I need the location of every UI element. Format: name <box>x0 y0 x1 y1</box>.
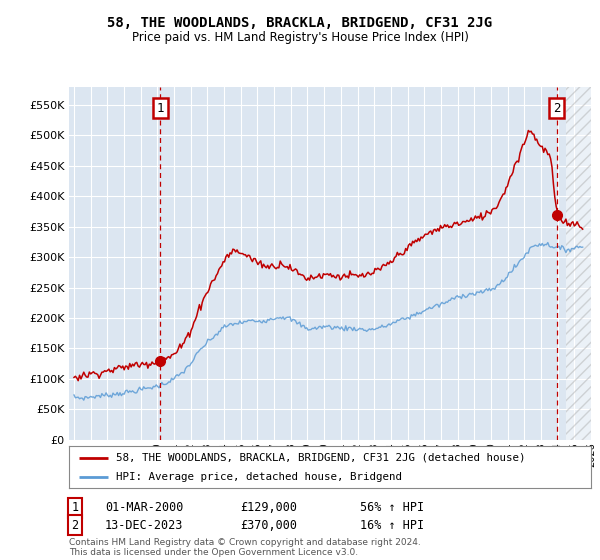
Text: 01-MAR-2000: 01-MAR-2000 <box>105 501 184 515</box>
Bar <box>566 87 591 440</box>
Text: 16% ↑ HPI: 16% ↑ HPI <box>360 519 424 532</box>
Text: Contains HM Land Registry data © Crown copyright and database right 2024.
This d: Contains HM Land Registry data © Crown c… <box>69 538 421 557</box>
Text: £370,000: £370,000 <box>240 519 297 532</box>
Text: 58, THE WOODLANDS, BRACKLA, BRIDGEND, CF31 2JG (detached house): 58, THE WOODLANDS, BRACKLA, BRIDGEND, CF… <box>116 452 526 463</box>
Text: 56% ↑ HPI: 56% ↑ HPI <box>360 501 424 515</box>
Text: 1: 1 <box>157 101 164 115</box>
Text: Price paid vs. HM Land Registry's House Price Index (HPI): Price paid vs. HM Land Registry's House … <box>131 31 469 44</box>
Text: HPI: Average price, detached house, Bridgend: HPI: Average price, detached house, Brid… <box>116 472 402 482</box>
Text: 13-DEC-2023: 13-DEC-2023 <box>105 519 184 532</box>
Text: 58, THE WOODLANDS, BRACKLA, BRIDGEND, CF31 2JG: 58, THE WOODLANDS, BRACKLA, BRIDGEND, CF… <box>107 16 493 30</box>
Text: 1: 1 <box>71 501 79 515</box>
Text: 2: 2 <box>71 519 79 532</box>
Text: £129,000: £129,000 <box>240 501 297 515</box>
Text: 2: 2 <box>553 101 560 115</box>
